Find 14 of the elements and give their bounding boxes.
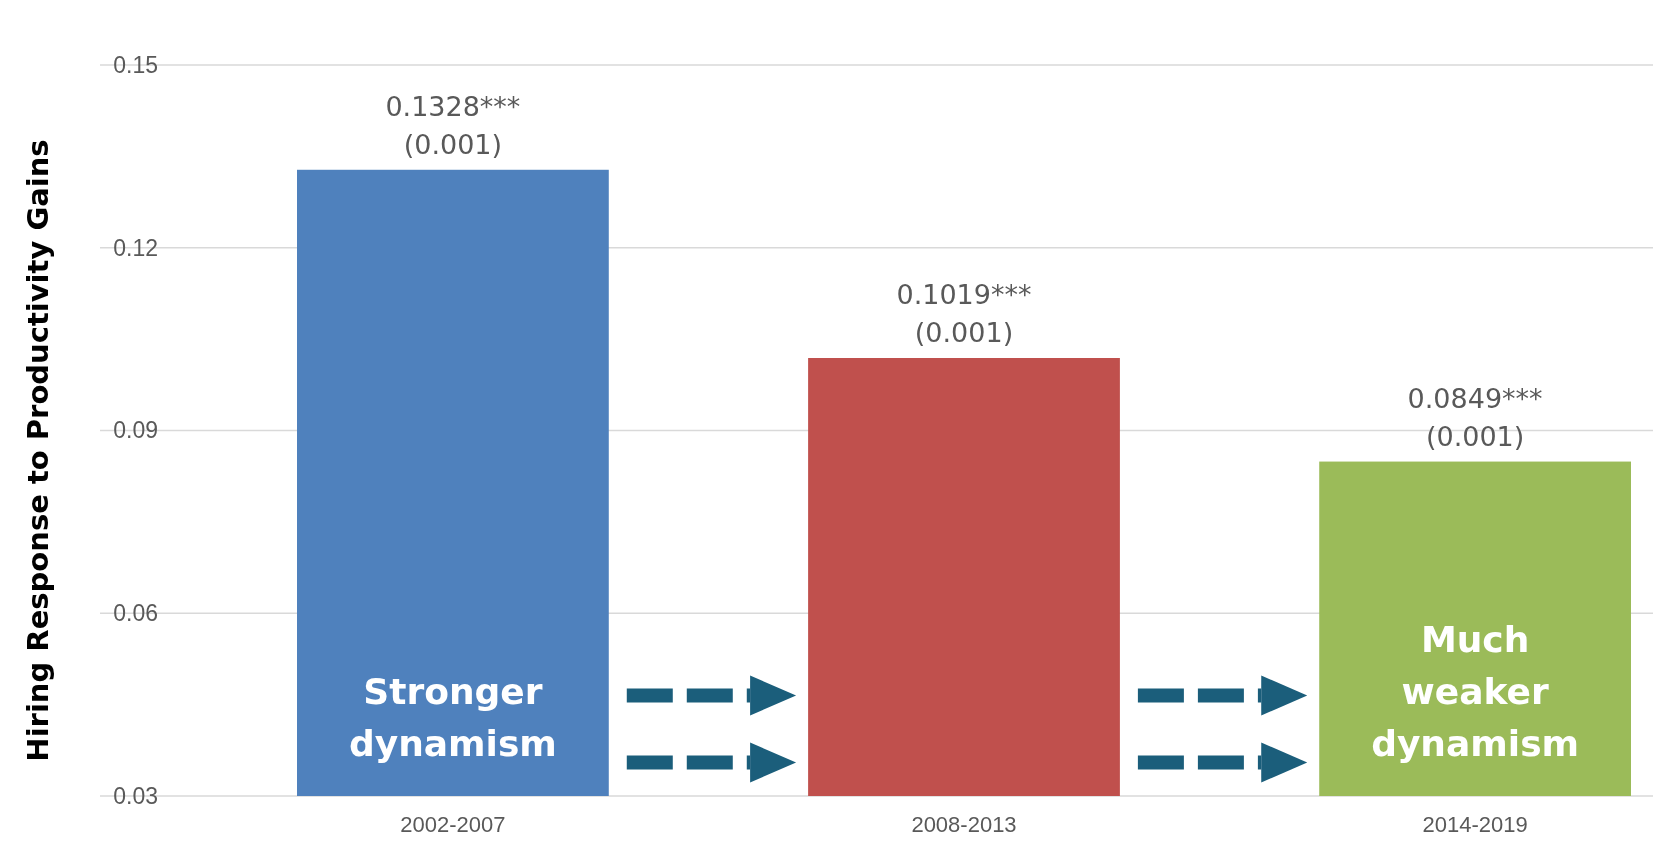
x-tick-label: 2002-2007 (400, 811, 506, 837)
y-tick-label: 0.15 (113, 51, 158, 78)
annotation: Stronger dynamism (348, 671, 557, 764)
data-label: 0.1019*** (0.001) (896, 279, 1032, 349)
y-tick-label: 0.09 (113, 417, 158, 444)
y-tick-label: 0.12 (113, 234, 158, 261)
data-label: 0.1328*** (0.001) (385, 90, 521, 160)
y-tick-label: 0.06 (113, 600, 158, 627)
data-label: 0.0849*** (0.001) (1407, 382, 1543, 452)
y-axis-title: Hiring Response to Productivity Gains (21, 139, 55, 762)
x-tick-label: 2008-2013 (911, 811, 1017, 837)
annotation: Much weaker dynamism (1371, 619, 1580, 764)
x-tick-label: 2014-2019 (1422, 811, 1528, 837)
y-tick-label: 0.03 (113, 782, 158, 809)
